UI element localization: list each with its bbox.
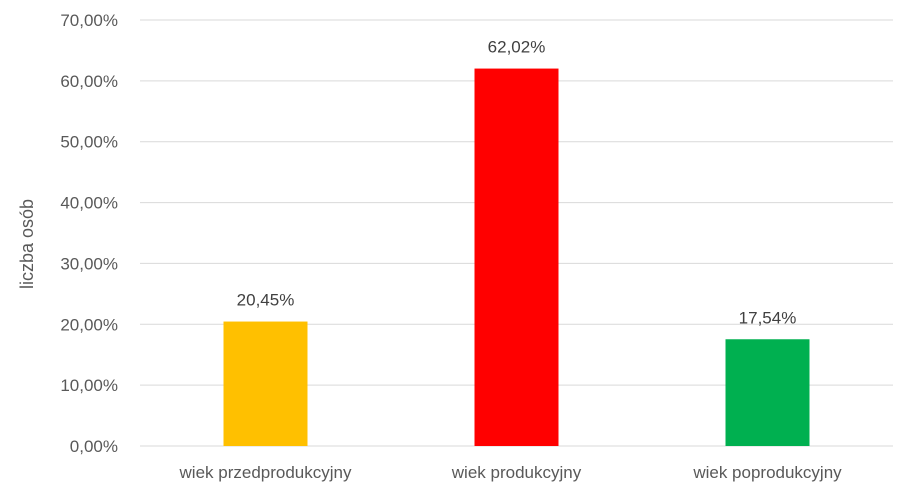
y-tick-label: 20,00% [60,315,118,334]
y-tick-label: 70,00% [60,11,118,30]
bars [223,68,810,447]
data-label: 20,45% [237,291,295,310]
y-tick-label: 40,00% [60,194,118,213]
x-category-label: wiek przedprodukcyjny [179,463,352,482]
y-tick-label: 0,00% [70,437,118,456]
y-axis-ticks: 0,00% 10,00% 20,00% 30,00% 40,00% 50,00% 60,00… [60,11,118,456]
y-tick-label: 10,00% [60,376,118,395]
y-tick-label: 50,00% [60,133,118,152]
data-labels: 20,45% 62,02% 17,54% [237,38,797,328]
data-label: 62,02% [488,38,546,57]
data-label: 17,54% [739,308,797,327]
bar [725,339,810,446]
y-tick-label: 60,00% [60,72,118,91]
bar [474,68,559,447]
x-category-label: wiek poprodukcyjny [692,463,842,482]
x-axis-categories: wiek przedprodukcyjny wiek produkcyjny wie… [179,463,843,482]
bar [223,321,308,446]
x-category-label: wiek produkcyjny [451,463,582,482]
y-axis-title: liczba osób [17,199,37,289]
y-tick-label: 30,00% [60,254,118,273]
